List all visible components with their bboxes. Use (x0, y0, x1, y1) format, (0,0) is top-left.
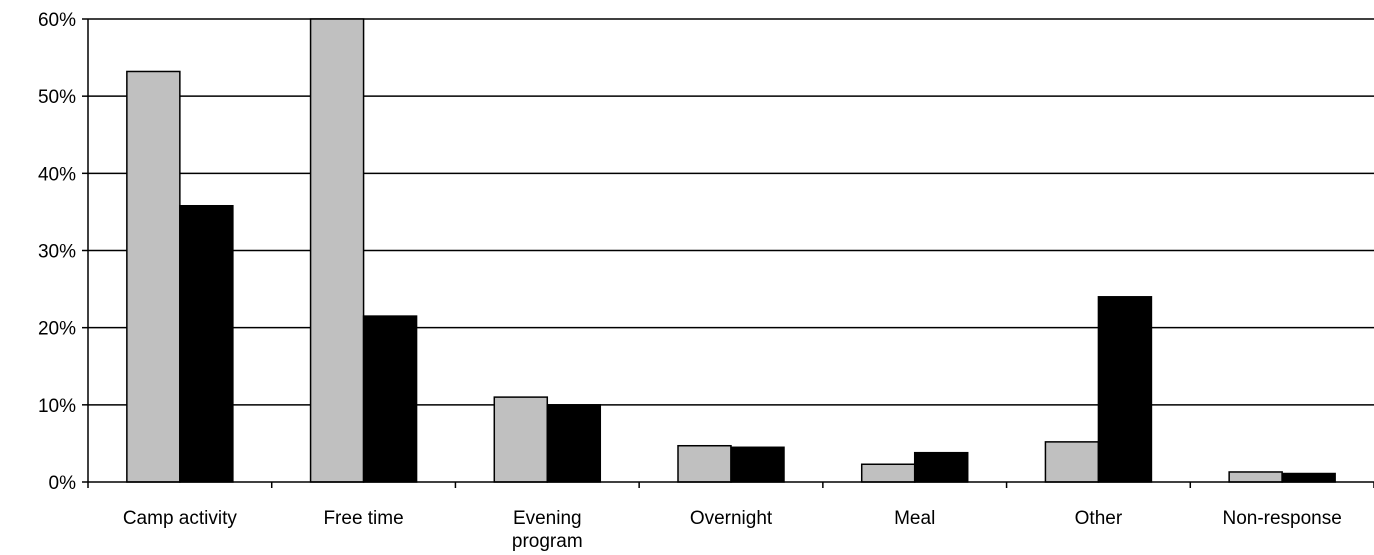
y-tick-label: 10% (38, 396, 76, 417)
x-category-label: Other (1075, 508, 1123, 529)
bar (126, 70, 181, 483)
x-category-label: program (512, 531, 583, 552)
bar (730, 446, 785, 483)
bar (546, 404, 602, 483)
x-category-label: Overnight (690, 508, 773, 529)
x-category-label: Evening (513, 508, 582, 529)
bar (860, 463, 916, 483)
y-tick-label: 60% (38, 10, 76, 31)
bar (493, 396, 549, 483)
bar (179, 204, 234, 483)
gridlines (88, 18, 1374, 406)
axes (82, 18, 1374, 488)
y-tick-label: 20% (38, 319, 76, 340)
x-category-label: Non-response (1222, 508, 1341, 529)
y-tick-label: 0% (49, 473, 77, 494)
bar (677, 444, 732, 483)
x-category-label: Free time (323, 508, 403, 529)
labels: 0% 10% 20% 30% 40% 50% 60% Camp activity Free ti… (38, 10, 1342, 552)
y-tick-label: 40% (38, 164, 76, 185)
bar (1044, 441, 1100, 483)
bar (1281, 472, 1336, 483)
bar (1228, 471, 1283, 483)
bar (309, 18, 365, 483)
bars (126, 18, 1336, 483)
y-tick-label: 50% (38, 87, 76, 108)
x-category-label: Camp activity (123, 508, 238, 529)
bar (913, 451, 969, 483)
bar (362, 315, 418, 483)
bar (1097, 296, 1153, 483)
y-tick-label: 30% (38, 242, 76, 263)
x-category-label: Meal (894, 508, 935, 529)
